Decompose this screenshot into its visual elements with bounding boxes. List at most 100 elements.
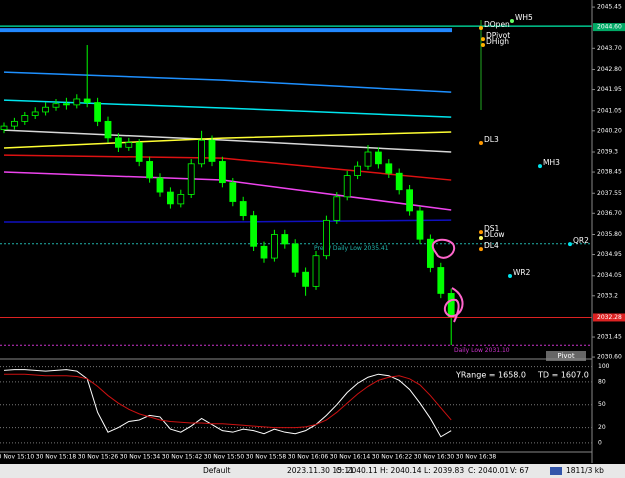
y-tick-label: 2042.80	[597, 66, 622, 73]
x-tick-label: 30 Nov 15:10	[0, 454, 34, 461]
level-dot	[479, 247, 483, 252]
candle-body	[260, 245, 268, 259]
candle-body	[208, 139, 216, 162]
price-box-label: 2044.60	[597, 24, 622, 31]
candle-body	[156, 177, 164, 193]
level-dot	[508, 273, 512, 278]
x-tick-label: 30 Nov 16:38	[456, 454, 497, 461]
status-time: 2023.11.30 15:11	[287, 466, 354, 475]
level-dot	[479, 236, 483, 241]
y-tick-label: 50	[598, 401, 606, 408]
y-tick-label: 2035.80	[597, 231, 622, 238]
candle-body	[94, 102, 101, 122]
indicator-line	[4, 373, 452, 429]
y-tick-label: 2033.2	[597, 292, 618, 299]
candle-body	[343, 175, 351, 198]
candle-body	[426, 238, 434, 268]
indicator-line	[3, 369, 452, 438]
price-box-label: 2032.28	[597, 314, 622, 321]
level-label: DPivot	[486, 31, 510, 40]
candle-body	[42, 106, 49, 113]
candle-body	[322, 219, 330, 257]
candle-body	[73, 98, 81, 106]
x-tick-label: 30 Nov 16:06	[288, 454, 329, 461]
moving-average	[3, 131, 452, 149]
button[interactable]	[546, 351, 586, 361]
candle-body	[437, 267, 445, 294]
x-tick-label: 30 Nov 16:14	[330, 454, 371, 461]
level-label: DLow	[484, 230, 505, 239]
y-tick-label: 2040.20	[597, 127, 622, 134]
candle-body	[291, 243, 299, 273]
y-tick-label: 2043.70	[597, 45, 622, 52]
button-label: Pivot	[557, 352, 574, 360]
candle-body	[416, 210, 424, 240]
drawing	[443, 287, 464, 323]
candle-body	[406, 189, 414, 212]
status-open: O: 2040.11	[336, 466, 378, 475]
candle-body	[333, 196, 341, 221]
status-profile: Default	[203, 466, 230, 475]
y-tick-label: 2038.45	[597, 169, 622, 176]
level-label: WH5	[515, 13, 533, 22]
candle-body	[0, 125, 8, 131]
annotation: Daily Low 2031.10	[454, 347, 510, 354]
level-label: DHigh	[486, 37, 509, 46]
level-dot	[479, 26, 483, 31]
x-tick-label: 30 Nov 15:58	[246, 454, 287, 461]
level-dot	[568, 242, 572, 247]
candle-body	[135, 142, 143, 162]
y-tick-label: 2039.3	[597, 149, 618, 156]
level-label: WR2	[513, 268, 531, 277]
level-dot	[510, 18, 514, 23]
level-dot	[481, 43, 485, 48]
status-low: L: 2039.83	[424, 466, 464, 475]
candle-body	[21, 115, 29, 122]
candle-body	[395, 172, 403, 191]
level-label: DL3	[484, 135, 499, 144]
level-dot	[479, 141, 483, 146]
oscillator: 100 80 50 20 0 YRange = 1658.0 TD = 1607.0	[0, 363, 610, 446]
candle-body	[187, 163, 195, 195]
candle-body	[447, 293, 455, 318]
candle-body	[177, 194, 185, 205]
y-tick-label: 0	[598, 439, 602, 446]
x-tick-label: 30 Nov 16:22	[372, 454, 413, 461]
price-box	[593, 313, 625, 322]
candle-body	[83, 98, 91, 103]
level-label: DOpen	[484, 20, 510, 29]
candle-body	[166, 191, 174, 205]
level-label: DS1	[484, 224, 500, 233]
x-tick-label: 30 Nov 16:30	[414, 454, 455, 461]
traffic-icon	[550, 467, 562, 475]
candle-body	[354, 165, 362, 176]
candle-body	[104, 120, 112, 139]
level-label: MH3	[543, 158, 560, 167]
y-tick-label: 2034.95	[597, 251, 622, 258]
level-dot	[538, 164, 542, 169]
candle-body	[270, 234, 278, 259]
drawing	[431, 238, 456, 259]
level-label: DL4	[484, 241, 499, 250]
y-tick-label: 80	[598, 378, 606, 385]
indicator-text: TD = 1607.0	[537, 371, 589, 380]
level-dot	[481, 37, 485, 42]
x-tick-label: 30 Nov 15:18	[36, 454, 77, 461]
candle-body	[302, 271, 310, 287]
x-tick-label: 30 Nov 15:50	[204, 454, 245, 461]
candle-body	[125, 142, 133, 148]
level-label: QR2	[573, 236, 589, 245]
candle-body	[115, 137, 122, 148]
status-traffic: 1811/3 kb	[566, 466, 604, 475]
candle-body	[374, 151, 382, 165]
candle-body	[31, 111, 39, 116]
candle-body	[239, 201, 247, 217]
y-tick-label: 2041.05	[597, 107, 622, 114]
y-tick-label: 2045.45	[597, 4, 622, 11]
moving-average	[3, 129, 452, 153]
candle-body	[10, 120, 18, 127]
candle-body	[52, 103, 60, 108]
y-tick-label: 2037.55	[597, 190, 622, 197]
